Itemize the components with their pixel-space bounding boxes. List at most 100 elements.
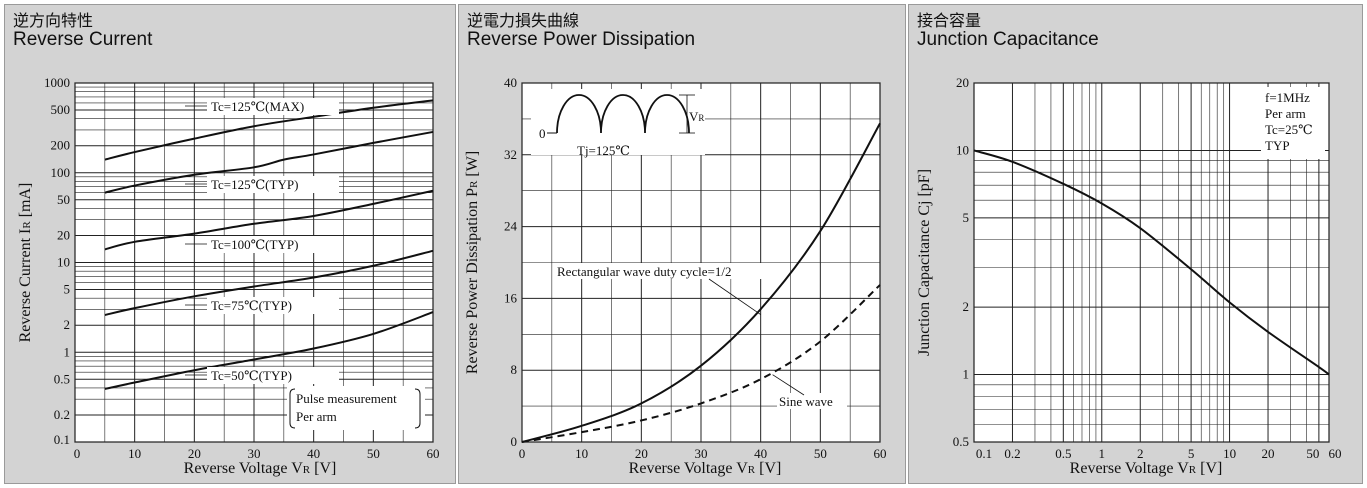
series-label-leader bbox=[708, 278, 761, 315]
annotation-bracket-right bbox=[414, 388, 421, 429]
y-tick-label: 1 bbox=[64, 344, 71, 359]
x-tick-label: 50 bbox=[367, 446, 380, 461]
y-tick-label: 0 bbox=[511, 434, 518, 449]
series-label: Tc=50℃(TYP) bbox=[211, 368, 292, 383]
y-axis-label: Reverse Current IR [mA] bbox=[17, 183, 34, 343]
reverse-power-title-jp: 逆電力損失曲線 bbox=[467, 11, 580, 30]
y-tick-label: 20 bbox=[956, 75, 969, 90]
reverse-current-panel: 逆方向特性 Reverse Current Reverse Voltage VR… bbox=[4, 4, 456, 484]
waveform-inset: 0 VR Tj=125℃ bbox=[531, 89, 705, 158]
x-tick-label: 50 bbox=[1306, 446, 1319, 461]
annotation-box bbox=[287, 386, 425, 430]
annotation-text: Per arm bbox=[296, 409, 337, 424]
series-label: Tc=75℃(TYP) bbox=[211, 298, 292, 313]
x-tick-label: 10 bbox=[1223, 446, 1236, 461]
series-line bbox=[104, 130, 434, 194]
series-line bbox=[104, 249, 434, 316]
junction-capacitance-panel: 接合容量 Junction Capacitance Reverse Voltag… bbox=[908, 4, 1363, 484]
series-label: Rectangular wave duty cycle=1/2 bbox=[557, 264, 731, 279]
series-label: Tc=125℃(MAX) bbox=[211, 99, 304, 114]
reverse-power-panel: 逆電力損失曲線 Reverse Power Dissipation Revers… bbox=[458, 4, 906, 484]
series-line bbox=[104, 189, 434, 251]
series-label-background bbox=[207, 176, 339, 193]
y-tick-label: 100 bbox=[51, 165, 71, 180]
y-axis-label: Junction Capacitance Cj [pF] bbox=[916, 169, 933, 356]
y-axis-label: Reverse Power Dissipation PR [W] bbox=[464, 151, 481, 374]
series-label-leader bbox=[772, 374, 805, 396]
x-tick-label: 20 bbox=[635, 446, 648, 461]
y-tick-label: 20 bbox=[57, 227, 70, 242]
annotation-text: Pulse measurement bbox=[296, 391, 397, 406]
x-tick-label: 40 bbox=[307, 446, 320, 461]
x-tick-label: 60 bbox=[874, 446, 887, 461]
inset-tj-label: Tj=125℃ bbox=[577, 143, 630, 158]
x-tick-label: 40 bbox=[754, 446, 767, 461]
series-line bbox=[521, 284, 881, 443]
x-tick-label: 60 bbox=[1329, 446, 1342, 461]
junction-capacitance-title-jp: 接合容量 bbox=[917, 11, 982, 30]
y-tick-label: 2 bbox=[963, 299, 970, 314]
series-label: Sine wave bbox=[779, 394, 833, 409]
x-tick-label: 20 bbox=[188, 446, 201, 461]
y-tick-label: 0.5 bbox=[953, 434, 969, 449]
y-tick-label: 500 bbox=[51, 102, 71, 117]
y-tick-label: 1 bbox=[963, 367, 970, 382]
reverse-current-title: Reverse Current bbox=[13, 29, 153, 50]
y-tick-label: 1000 bbox=[44, 75, 70, 90]
y-tick-label: 32 bbox=[504, 147, 517, 162]
y-tick-label: 200 bbox=[51, 138, 71, 153]
x-tick-label: 60 bbox=[427, 446, 440, 461]
annotation-text: Per arm bbox=[1265, 106, 1306, 121]
inset-background bbox=[531, 89, 705, 155]
x-tick-label: 20 bbox=[1262, 446, 1275, 461]
full-wave-rectified-waveform bbox=[556, 94, 690, 134]
annotation-text: TYP bbox=[1265, 138, 1290, 153]
x-tick-label: 5 bbox=[1188, 446, 1195, 461]
plot-area bbox=[973, 82, 1330, 443]
reverse-power-title: Reverse Power Dissipation bbox=[467, 29, 696, 50]
y-tick-label: 0.5 bbox=[54, 371, 70, 386]
x-tick-label: 0 bbox=[519, 446, 526, 461]
x-tick-label: 0.2 bbox=[1004, 446, 1020, 461]
x-tick-label: 10 bbox=[575, 446, 588, 461]
y-tick-label: 0.1 bbox=[54, 432, 70, 447]
x-tick-label: 0 bbox=[74, 446, 81, 461]
reverse-current-title-jp: 逆方向特性 bbox=[13, 11, 94, 30]
series-label-background bbox=[555, 263, 773, 279]
annotation-text: f=1MHz bbox=[1265, 90, 1310, 105]
y-tick-label: 10 bbox=[57, 255, 70, 270]
junction-capacitance-chart: Reverse Voltage VR [V] Junction Capacita… bbox=[916, 75, 1342, 477]
x-tick-label: 30 bbox=[695, 446, 708, 461]
x-tick-label: 0.1 bbox=[976, 446, 992, 461]
inset-vr-label: VR bbox=[689, 109, 704, 124]
x-tick-label: 10 bbox=[128, 446, 141, 461]
annotation-box bbox=[1261, 87, 1325, 159]
y-tick-label: 2 bbox=[64, 317, 71, 332]
series-label-background bbox=[207, 297, 339, 314]
series-label-background bbox=[777, 393, 847, 409]
reverse-current-chart: Reverse Voltage VR [V] Reverse Current I… bbox=[17, 75, 440, 477]
y-tick-label: 5 bbox=[963, 210, 970, 225]
x-axis-label: Reverse Voltage VR [V] bbox=[184, 460, 337, 477]
y-tick-label: 40 bbox=[504, 75, 517, 90]
x-tick-label: 2 bbox=[1137, 446, 1144, 461]
x-tick-label: 0.5 bbox=[1055, 446, 1071, 461]
y-tick-label: 8 bbox=[511, 362, 518, 377]
annotation-bracket-left bbox=[289, 388, 296, 429]
series-label-background bbox=[207, 236, 339, 253]
junction-capacitance-title: Junction Capacitance bbox=[917, 29, 1099, 50]
y-tick-label: 5 bbox=[64, 282, 71, 297]
inset-zero-label: 0 bbox=[539, 126, 546, 141]
x-tick-label: 50 bbox=[814, 446, 827, 461]
y-tick-label: 50 bbox=[57, 192, 70, 207]
series-line bbox=[104, 99, 434, 161]
series-line bbox=[521, 122, 881, 443]
x-tick-label: 30 bbox=[248, 446, 261, 461]
reverse-power-chart: Reverse Voltage VR [V] Reverse Power Dis… bbox=[464, 75, 887, 477]
x-axis-label: Reverse Voltage VR [V] bbox=[629, 460, 782, 477]
series-line bbox=[104, 311, 434, 390]
y-tick-label: 16 bbox=[504, 290, 518, 305]
x-tick-label: 1 bbox=[1099, 446, 1106, 461]
x-axis-label: Reverse Voltage VR [V] bbox=[1070, 460, 1223, 477]
